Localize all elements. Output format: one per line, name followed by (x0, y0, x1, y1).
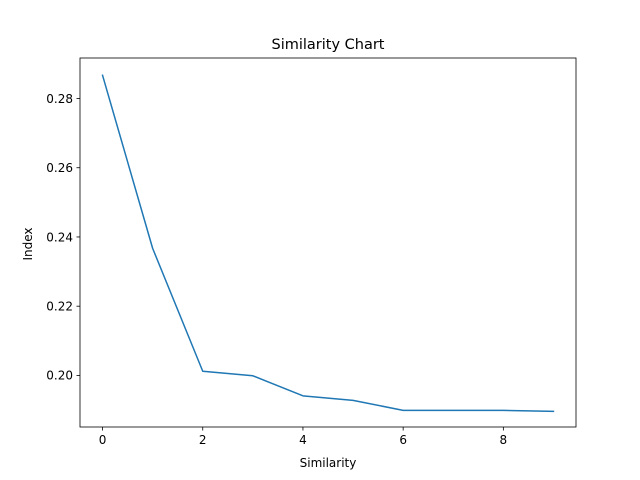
y-tick-label-4: 0.28 (46, 92, 73, 106)
y-tick-label-2: 0.24 (46, 230, 73, 244)
x-tick-label-2: 4 (299, 433, 307, 447)
chart-title: Similarity Chart (271, 37, 384, 53)
y-tick-label-3: 0.26 (46, 161, 73, 175)
y-axis-label: Index (21, 227, 35, 260)
x-tick-label-0: 0 (99, 433, 107, 447)
series-line-0 (101, 74, 555, 413)
x-tick-label-1: 2 (199, 433, 207, 447)
x-tick-label-4: 8 (500, 433, 508, 447)
x-tick-label-3: 6 (399, 433, 407, 447)
y-tick-label-1: 0.22 (46, 299, 73, 313)
y-tick-label-0: 0.20 (46, 369, 73, 383)
plot-area: 0 2 4 6 8 0.20 0.22 0.24 0.26 0.28 (46, 57, 577, 447)
axes-frame (79, 57, 577, 428)
x-axis-label: Similarity (300, 456, 357, 470)
